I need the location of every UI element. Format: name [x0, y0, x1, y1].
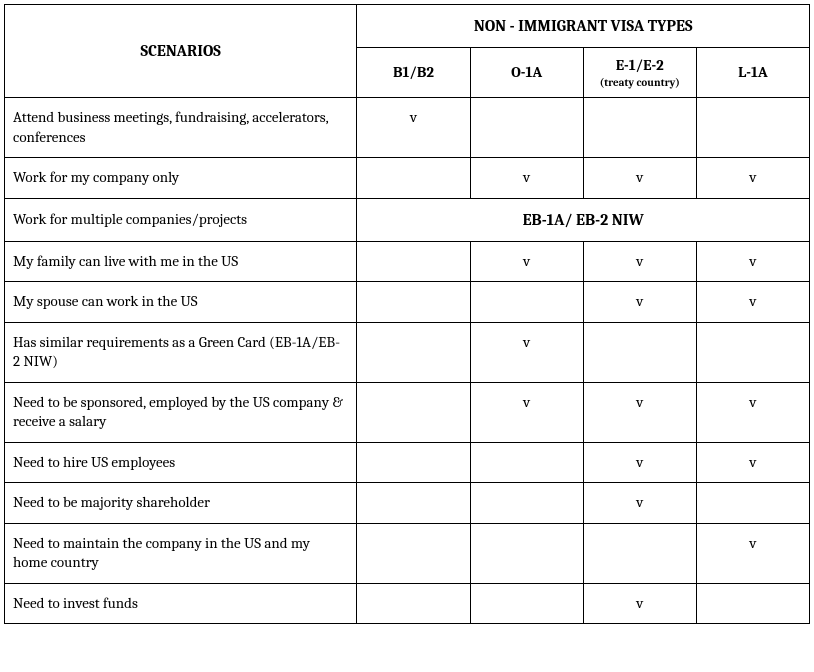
mark-cell: v — [583, 158, 696, 199]
table-row: Work for my company onlyvvv — [5, 158, 810, 199]
table-row: Need to be majority shareholder v — [5, 483, 810, 524]
mark-cell — [357, 282, 470, 323]
visa-col-label: O-1A — [511, 63, 542, 81]
mark-cell: v — [470, 158, 583, 199]
scenario-cell: Work for multiple companies/projects — [5, 198, 357, 241]
mark-cell: v — [583, 483, 696, 524]
mark-cell — [357, 583, 470, 624]
mark-cell: v — [583, 241, 696, 282]
scenario-cell: Need to maintain the company in the US a… — [5, 523, 357, 583]
table-row: Work for multiple companies/projectsEB-1… — [5, 198, 810, 241]
table-row: Need to be sponsored, employed by the US… — [5, 382, 810, 442]
span-cell: EB-1A/ EB-2 NIW — [357, 198, 810, 241]
mark-cell — [583, 523, 696, 583]
table-header: SCENARIOS NON - IMMIGRANT VISA TYPES B1/… — [5, 5, 810, 98]
scenario-cell: Attend business meetings, fundraising, a… — [5, 98, 357, 158]
mark-cell — [357, 322, 470, 382]
mark-cell — [470, 483, 583, 524]
scenario-cell: Need to be sponsored, employed by the US… — [5, 382, 357, 442]
mark-cell — [696, 483, 809, 524]
mark-cell — [696, 583, 809, 624]
table-row: Attend business meetings, fundraising, a… — [5, 98, 810, 158]
scenario-cell: Need to hire US employees — [5, 442, 357, 483]
mark-cell — [357, 241, 470, 282]
mark-cell — [470, 583, 583, 624]
visa-types-group-header: NON - IMMIGRANT VISA TYPES — [357, 5, 810, 48]
mark-cell: v — [583, 442, 696, 483]
table-row: My spouse can work in the US vv — [5, 282, 810, 323]
mark-cell: v — [696, 158, 809, 199]
visa-col-label: B1/B2 — [393, 63, 434, 81]
mark-cell — [357, 442, 470, 483]
mark-cell: v — [696, 523, 809, 583]
scenario-cell: Need to invest funds — [5, 583, 357, 624]
mark-cell: v — [357, 98, 470, 158]
mark-cell — [696, 322, 809, 382]
table-row: Need to hire US employees vv — [5, 442, 810, 483]
mark-cell: v — [470, 241, 583, 282]
scenarios-header: SCENARIOS — [5, 5, 357, 98]
mark-cell: v — [470, 382, 583, 442]
table-row: Need to invest funds v — [5, 583, 810, 624]
mark-cell — [470, 282, 583, 323]
visa-col-l1a: L-1A — [696, 48, 809, 98]
table-row: My family can live with me in the USvvv — [5, 241, 810, 282]
table-body: Attend business meetings, fundraising, a… — [5, 98, 810, 624]
mark-cell: v — [696, 382, 809, 442]
mark-cell — [470, 98, 583, 158]
visa-col-o1a: O-1A — [470, 48, 583, 98]
visa-col-label: L-1A — [738, 63, 767, 81]
scenario-cell: Need to be majority shareholder — [5, 483, 357, 524]
scenario-cell: My family can live with me in the US — [5, 241, 357, 282]
mark-cell — [696, 98, 809, 158]
mark-cell — [583, 322, 696, 382]
mark-cell: v — [583, 583, 696, 624]
mark-cell — [357, 523, 470, 583]
mark-cell — [357, 483, 470, 524]
mark-cell: v — [696, 442, 809, 483]
visa-col-sub: (treaty country) — [588, 76, 692, 89]
mark-cell: v — [583, 282, 696, 323]
mark-cell: v — [696, 282, 809, 323]
mark-cell: v — [696, 241, 809, 282]
mark-cell — [470, 523, 583, 583]
mark-cell: v — [583, 382, 696, 442]
visa-col-e1e2: E-1/E-2 (treaty country) — [583, 48, 696, 98]
table-row: Has similar requirements as a Green Card… — [5, 322, 810, 382]
table-row: Need to maintain the company in the US a… — [5, 523, 810, 583]
scenario-cell: Has similar requirements as a Green Card… — [5, 322, 357, 382]
scenario-cell: Work for my company only — [5, 158, 357, 199]
mark-cell: v — [470, 322, 583, 382]
scenario-cell: My spouse can work in the US — [5, 282, 357, 323]
visa-col-label: E-1/E-2 — [616, 56, 664, 74]
mark-cell — [357, 158, 470, 199]
mark-cell — [470, 442, 583, 483]
visa-comparison-table: SCENARIOS NON - IMMIGRANT VISA TYPES B1/… — [4, 4, 810, 624]
visa-col-b1b2: B1/B2 — [357, 48, 470, 98]
mark-cell — [357, 382, 470, 442]
mark-cell — [583, 98, 696, 158]
